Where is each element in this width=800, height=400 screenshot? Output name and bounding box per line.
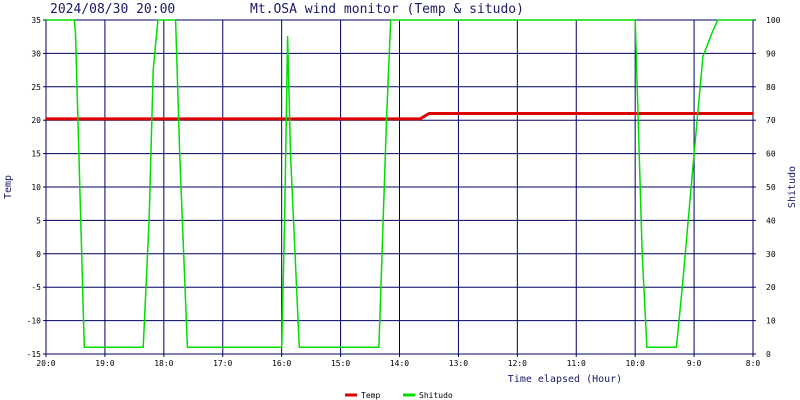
y-right-tick-label-9: 10 <box>766 317 776 326</box>
legend-label-temp: Temp <box>361 391 380 400</box>
y-right-tick-label-5: 50 <box>766 183 776 192</box>
x-tick-label-8: 12:0 <box>508 359 527 368</box>
y-right-tick-label-8: 20 <box>766 283 776 292</box>
y-left-tick-label-4: 15 <box>31 150 41 159</box>
y-left-tick-label-8: -5 <box>31 283 41 292</box>
y-left-tick-label-7: 0 <box>36 250 41 259</box>
x-axis-label: Time elapsed (Hour) <box>508 374 622 385</box>
x-tick-label-3: 17:0 <box>213 359 232 368</box>
y-right-tick-label-3: 70 <box>766 116 776 125</box>
x-tick-label-4: 16:0 <box>272 359 291 368</box>
y-left-ticks: 35 30 25 20 15 10 5 0 -5 -10 -15 <box>27 16 42 359</box>
y-right-tick-label-2: 80 <box>766 83 776 92</box>
series-line-temp <box>46 112 753 121</box>
y-left-tick-label-6: 5 <box>36 216 41 225</box>
x-tick-label-0: 20:0 <box>36 359 55 368</box>
x-tick-label-9: 11:0 <box>567 359 586 368</box>
plot-grid <box>43 19 756 357</box>
x-tick-label-12: 8:0 <box>746 359 761 368</box>
y-right-tick-label-6: 40 <box>766 216 776 225</box>
x-tick-label-1: 19:0 <box>95 359 114 368</box>
x-ticks: 20:0 19:0 18:0 17:0 16:0 15:0 14:0 13:0 12:0 11:0… <box>36 359 760 368</box>
y-right-tick-label-0: 100 <box>766 16 781 25</box>
y-left-axis-label: Temp <box>3 175 14 199</box>
timestamp: 2024/08/30 20:00 <box>50 2 175 17</box>
legend-label-shitudo: Shitudo <box>419 391 453 400</box>
y-left-tick-label-2: 25 <box>31 83 41 92</box>
x-tick-label-6: 14:0 <box>390 359 409 368</box>
y-left-tick-label-5: 10 <box>31 183 41 192</box>
y-left-tick-label-3: 20 <box>31 116 41 125</box>
y-right-axis-label: Shitudo <box>787 166 798 208</box>
y-left-tick-label-1: 30 <box>31 49 41 58</box>
x-tick-label-10: 10:0 <box>626 359 645 368</box>
chart-title: Mt.OSA wind monitor (Temp & situdo) <box>250 2 524 17</box>
y-right-tick-label-10: 0 <box>766 350 771 359</box>
series-line-shitudo <box>46 19 753 349</box>
y-left-tick-label-0: 35 <box>31 16 41 25</box>
series-layer <box>46 19 753 349</box>
x-tick-label-5: 15:0 <box>331 359 350 368</box>
y-left-tick-label-10: -15 <box>27 350 42 359</box>
y-right-tick-label-1: 90 <box>766 49 776 58</box>
y-right-tick-label-4: 60 <box>766 150 776 159</box>
x-tick-label-11: 9:0 <box>687 359 702 368</box>
x-tick-label-7: 13:0 <box>449 359 468 368</box>
y-left-tick-label-9: -10 <box>27 317 42 326</box>
legend: Temp Shitudo <box>345 391 453 400</box>
y-right-tick-label-7: 30 <box>766 250 776 259</box>
x-tick-label-2: 18:0 <box>154 359 173 368</box>
